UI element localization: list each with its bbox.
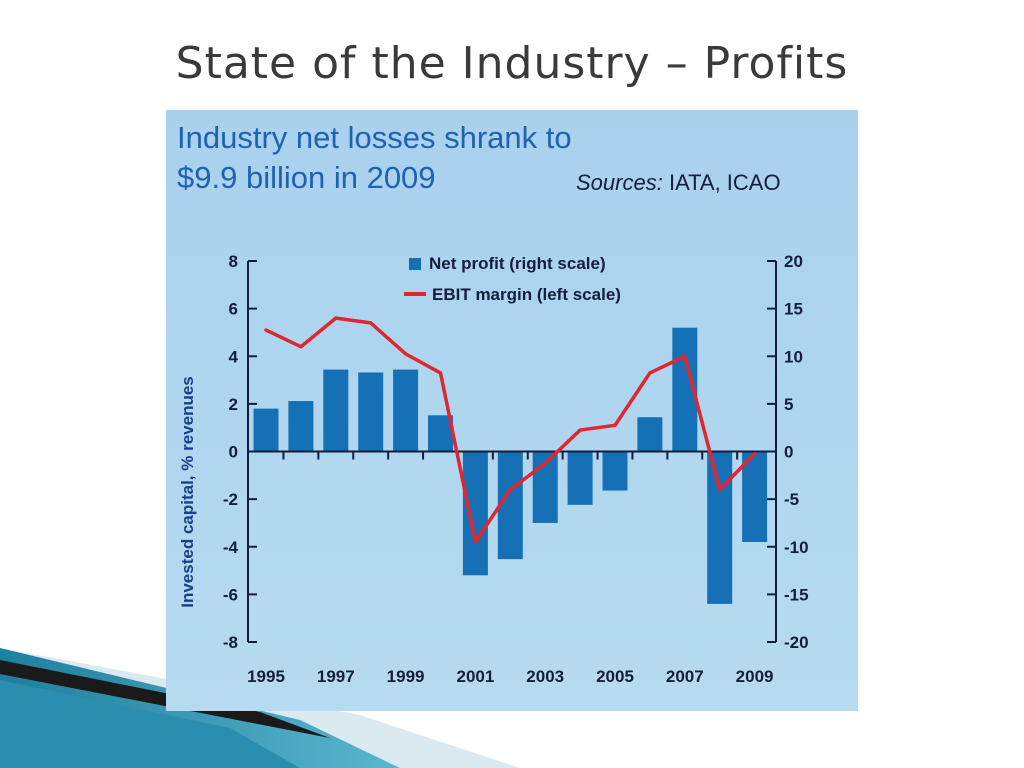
x-tick-label-1995: 1995: [247, 667, 285, 686]
sources-label: Sources:: [576, 170, 663, 195]
bar-2002: [497, 451, 523, 560]
x-tick-label-2007: 2007: [666, 667, 704, 686]
x-tick-label-2003: 2003: [526, 667, 564, 686]
ebit-point-1996: [299, 345, 303, 349]
x-tick-label-2001: 2001: [456, 667, 494, 686]
chart-background: [166, 110, 858, 711]
right-tick-label--5: -5: [784, 490, 799, 509]
ebit-point-2009: [753, 452, 757, 456]
chart-panel: -8 -6 -4 -2 0 2 4 6 8 -20 -15 -10 -5 0 5 10 15 20 1995 1997…: [166, 110, 858, 711]
ebit-point-1999: [404, 352, 408, 356]
sources-value: IATA, ICAO: [668, 170, 781, 195]
right-tick-label--10: -10: [784, 538, 809, 557]
legend-label-ebit-margin: EBIT margin (left scale): [432, 285, 621, 304]
x-tick-label-1997: 1997: [317, 667, 355, 686]
decoration-teal-lower: [0, 680, 300, 768]
x-tick-label-2005: 2005: [596, 667, 634, 686]
left-tick-label-2: 2: [229, 395, 238, 414]
y-axis-label: Invested capital, % revenues: [178, 376, 197, 608]
left-tick-label-4: 4: [229, 347, 239, 366]
left-tick-label-0: 0: [229, 443, 238, 462]
right-tick-label--20: -20: [784, 633, 809, 652]
left-tick-label--8: -8: [223, 633, 238, 652]
decoration-dark-stroke: [0, 660, 330, 738]
right-tick-label-10: 10: [784, 347, 803, 366]
left-tick-label-6: 6: [229, 300, 238, 319]
chart-headline-line-1: Industry net losses shrank to: [177, 120, 572, 155]
right-tick-label-15: 15: [784, 300, 803, 319]
legend-item-ebit-margin: EBIT margin (left scale): [404, 285, 621, 305]
bar-1998: [358, 372, 384, 452]
legend-item-net-profit: Net profit (right scale): [409, 254, 606, 274]
ebit-point-2003: [543, 461, 547, 466]
ebit-point-1998: [369, 321, 373, 325]
ebit-point-2001: [473, 540, 477, 544]
left-tick-label--2: -2: [223, 490, 238, 509]
ebit-point-2007: [683, 354, 687, 358]
x-tick-label-1999: 1999: [387, 667, 425, 686]
bar-2008: [707, 451, 733, 604]
bar-2006: [637, 417, 663, 452]
chart-sources: Sources: IATA, ICAO: [576, 170, 781, 196]
bar-2004: [567, 451, 593, 505]
legend-label-net-profit: Net profit (right scale): [429, 254, 606, 273]
left-tick-label-8: 8: [229, 252, 238, 271]
legend-swatch-bar: [409, 258, 421, 270]
chart-axes: [247, 260, 777, 643]
bar-2001: [462, 451, 488, 576]
corner-decoration: [0, 648, 520, 768]
ebit-point-2008: [718, 488, 722, 492]
ebit-margin-line-group: [264, 316, 757, 544]
bar-2005: [602, 451, 628, 491]
slide-title: State of the Industry – Profits: [175, 38, 849, 89]
ebit-point-1995: [264, 328, 268, 332]
left-tick-label--4: -4: [223, 538, 239, 557]
right-tick-label-5: 5: [784, 395, 793, 414]
bar-1995: [253, 408, 279, 452]
right-tick-label--15: -15: [784, 585, 809, 604]
legend-swatch-line: [404, 292, 426, 296]
ebit-point-2006: [648, 371, 652, 375]
ebit-point-2002: [508, 488, 512, 492]
x-tick-label-2009: 2009: [736, 667, 774, 686]
ebit-point-2000: [438, 371, 443, 375]
net-profit-bars: [253, 327, 768, 604]
chart-headline-line-2: $9.9 billion in 2009: [177, 160, 436, 195]
left-tick-label--6: -6: [223, 585, 238, 604]
bar-2009: [742, 451, 768, 542]
right-tick-label-0: 0: [784, 443, 793, 462]
ebit-point-2004: [578, 428, 582, 432]
bar-1999: [393, 369, 419, 452]
bar-1997: [323, 369, 349, 452]
bar-1996: [288, 401, 314, 452]
ebit-point-2005: [613, 423, 617, 427]
right-tick-label-20: 20: [784, 252, 803, 271]
ebit-point-1997: [334, 316, 338, 320]
